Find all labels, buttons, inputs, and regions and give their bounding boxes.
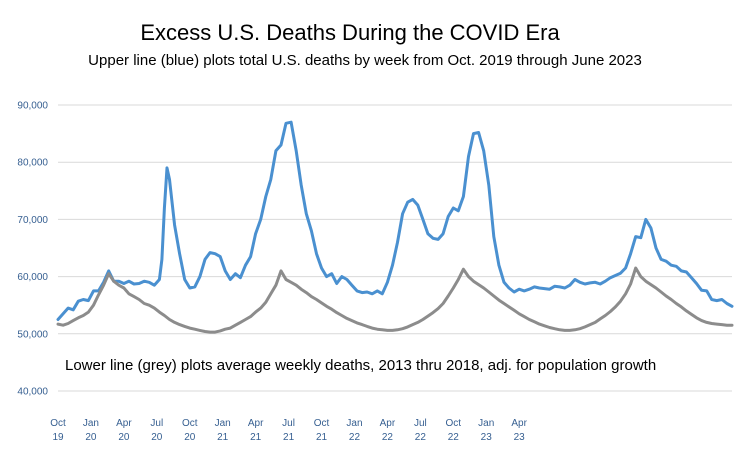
- x-tick-label-year: 22: [382, 432, 394, 443]
- x-tick-label-month: Jan: [215, 418, 231, 429]
- y-tick-label: 70,000: [17, 215, 48, 226]
- y-tick-label: 40,000: [17, 387, 48, 398]
- x-tick-label-year: 22: [448, 432, 460, 443]
- x-tick-label-month: Jan: [83, 418, 99, 429]
- y-axis-tick-labels: 40,000 50,000 60,000 70,000 80,000 90,000: [17, 101, 48, 398]
- x-tick-label-year: 20: [151, 432, 163, 443]
- x-tick-label-year: 23: [481, 432, 493, 443]
- x-tick-label-month: Jan: [478, 418, 494, 429]
- x-tick-label-year: 21: [283, 432, 295, 443]
- gridlines: [58, 104, 732, 392]
- x-tick-label-year: 21: [217, 432, 229, 443]
- x-tick-label-month: Jan: [346, 418, 362, 429]
- series-line-blue: [56, 120, 734, 321]
- y-tick-label: 50,000: [17, 329, 48, 340]
- y-tick-label: 80,000: [17, 158, 48, 169]
- x-tick-label-year: 21: [250, 432, 262, 443]
- x-tick-label-year: 23: [514, 432, 526, 443]
- y-tick-label: 60,000: [17, 272, 48, 283]
- x-tick-label-month: Apr: [380, 418, 396, 429]
- x-tick-label-year: 20: [184, 432, 196, 443]
- x-tick-label-month: Oct: [182, 418, 198, 429]
- x-tick-label-month: Apr: [116, 418, 132, 429]
- x-tick-label-year: 20: [85, 432, 97, 443]
- series-lines: [56, 120, 734, 334]
- x-tick-label-year: 22: [415, 432, 427, 443]
- series-line-grey: [56, 266, 734, 334]
- x-tick-label-year: 20: [118, 432, 130, 443]
- x-tick-label-month: Apr: [511, 418, 527, 429]
- y-tick-label: 90,000: [17, 101, 48, 112]
- x-tick-label-month: Oct: [50, 418, 66, 429]
- x-tick-label-month: Jul: [150, 418, 163, 429]
- chart-subtitle: Upper line (blue) plots total U.S. death…: [88, 52, 642, 69]
- chart-title: Excess U.S. Deaths During the COVID Era: [140, 20, 560, 45]
- x-tick-label-year: 22: [349, 432, 361, 443]
- x-tick-label-year: 19: [52, 432, 64, 443]
- x-tick-label-year: 21: [316, 432, 328, 443]
- x-tick-label-month: Oct: [445, 418, 461, 429]
- x-axis-tick-labels: Oct 19 Jan 20 Apr 20 Jul 20 Oct 20 Jan 21 Apr 21 Jul 21…: [50, 418, 527, 443]
- x-tick-label-month: Apr: [248, 418, 264, 429]
- x-tick-label-month: Oct: [314, 418, 330, 429]
- x-tick-label-month: Jul: [414, 418, 427, 429]
- x-tick-label-month: Jul: [282, 418, 295, 429]
- chart-annotation: Lower line (grey) plots average weekly d…: [65, 357, 656, 374]
